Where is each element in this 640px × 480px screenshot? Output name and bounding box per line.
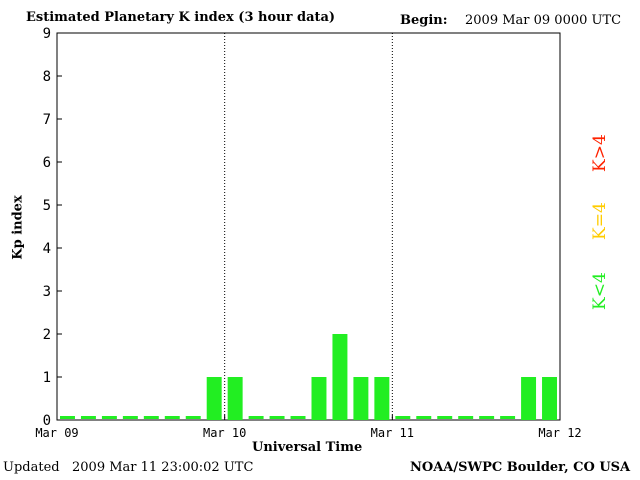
kp-bar <box>60 416 75 419</box>
y-tick-label: 3 <box>43 284 51 300</box>
kp-bar <box>395 416 411 419</box>
y-tick-label: 7 <box>43 112 51 128</box>
kp-bar <box>332 334 348 420</box>
legend-above-4: K>4 <box>590 134 610 172</box>
y-tick-label: 9 <box>43 26 51 42</box>
y-tick-label: 6 <box>43 155 51 171</box>
y-tick-label: 8 <box>43 69 51 85</box>
kp-bar <box>458 416 474 419</box>
legend-equal-4: K=4 <box>590 202 610 240</box>
begin-value: 2009 Mar 09 0000 UTC <box>465 13 622 28</box>
kp-bar <box>80 416 96 419</box>
x-tick-label: Mar 11 <box>371 426 414 440</box>
kp-bar <box>143 416 159 419</box>
kp-bar <box>122 416 138 419</box>
kp-bar <box>185 416 201 419</box>
kp-bar <box>206 377 222 420</box>
y-axis-label-container: Kp index <box>6 190 46 270</box>
source-label: NOAA/SWPC Boulder, CO USA <box>410 460 631 475</box>
x-tick-label: Mar 12 <box>538 426 581 440</box>
kp-bar <box>479 416 495 419</box>
kp-bar <box>290 416 306 419</box>
kp-bar <box>437 416 453 419</box>
kp-bar <box>500 416 516 419</box>
kp-bar <box>164 416 180 419</box>
x-axis-label: Universal Time <box>252 440 363 455</box>
updated-value: 2009 Mar 11 23:00:02 UTC <box>72 460 254 475</box>
kp-bar <box>101 416 117 419</box>
kp-bar <box>311 377 327 420</box>
chart-title: Estimated Planetary K index (3 hour data… <box>26 10 336 25</box>
y-tick-label: 5 <box>43 198 51 214</box>
y-tick-label: 1 <box>43 370 51 386</box>
kp-bar <box>521 377 537 420</box>
y-axis-label: Kp index <box>10 195 26 260</box>
kp-bar <box>353 377 369 420</box>
kp-bar <box>542 377 557 420</box>
kp-bar <box>227 377 243 420</box>
legend-below-4: K<4 <box>590 272 610 310</box>
begin-label: Begin: <box>400 13 448 28</box>
x-tick-label: Mar 09 <box>35 426 78 440</box>
kp-bar <box>416 416 432 419</box>
y-tick-label: 0 <box>43 413 51 429</box>
x-tick-label: Mar 10 <box>203 426 246 440</box>
kp-bar <box>374 377 390 420</box>
plot-frame <box>56 32 561 421</box>
updated-label: Updated <box>3 460 60 475</box>
y-tick-label: 2 <box>43 327 51 343</box>
kp-bar <box>248 416 264 419</box>
y-tick-label: 4 <box>43 241 51 257</box>
kp-bar <box>269 416 285 419</box>
